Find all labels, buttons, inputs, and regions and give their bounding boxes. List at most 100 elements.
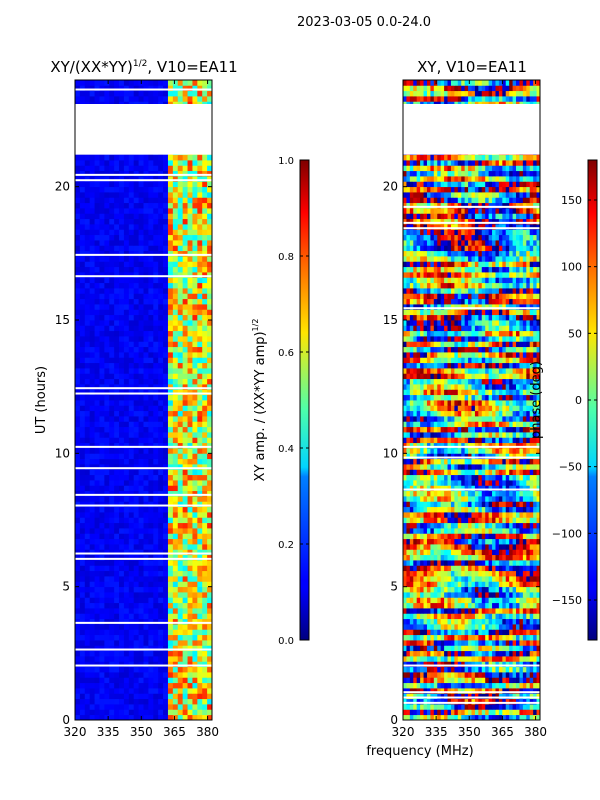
heatmap-cell [498,528,503,534]
heatmap-cell [197,602,203,609]
heatmap-cell [133,512,139,518]
heatmap-cell [187,218,193,225]
heatmap-cell [167,373,174,380]
heatmap-cell [148,474,154,481]
heatmap-cell [99,218,105,225]
heatmap-cell [202,181,208,188]
heatmap-cell [403,554,407,561]
heatmap-cell [167,362,174,369]
heatmap-cell [128,325,135,332]
heatmap-cell [104,693,110,700]
heatmap-cell [79,320,86,326]
heatmap-cell [84,704,91,710]
heatmap-cell [177,298,184,305]
heatmap-cell [133,272,139,278]
heatmap-cell [481,533,486,540]
heatmap-cell [426,672,431,678]
heatmap-cell [148,576,154,582]
heatmap-cell [104,597,110,604]
heatmap-cell [128,256,135,262]
heatmap-cell [167,698,174,705]
heatmap-cell [99,432,105,438]
heatmap-cell [413,688,418,694]
heatmap-cell [187,698,193,705]
heatmap-cell [519,522,524,529]
heatmap-cell [104,341,110,348]
heatmap-cell [437,714,442,720]
heatmap-cell [468,592,472,598]
heatmap-cell [158,330,164,337]
heatmap-cell [202,656,208,662]
heatmap-cell [104,234,110,241]
heatmap-cell [172,261,179,268]
heatmap-cell [461,528,466,534]
heatmap-cell [75,560,81,566]
heatmap-cell [84,581,91,588]
heatmap-cell [492,645,496,652]
heatmap-cell [104,192,110,198]
heatmap-cell [440,618,445,625]
heatmap-cell [143,320,149,326]
heatmap-cell [426,634,431,641]
heatmap-cell [128,213,135,220]
heatmap-cell [409,714,414,720]
heatmap-cell [187,688,193,694]
heatmap-cell [495,608,500,614]
heatmap-cell [163,154,169,161]
heatmap-cell [123,517,130,524]
heatmap-cell [84,250,91,257]
heatmap-cell [192,597,198,604]
heatmap-cell [197,186,203,193]
heatmap-cell [133,389,139,396]
heatmap-cell [444,576,448,582]
heatmap-cell [488,538,493,545]
heatmap-cell [138,170,144,177]
heatmap-cell [75,181,81,188]
heatmap-cell [533,656,537,662]
heatmap-cell [94,538,100,545]
heatmap-cell [128,293,135,300]
heatmap-cell [522,618,527,625]
heatmap-cell [522,613,527,620]
heatmap-cell [172,240,179,246]
heatmap-cell [409,613,414,620]
heatmap-cell [119,213,125,220]
heatmap-cell [474,645,479,652]
heatmap-cell [495,698,500,705]
heatmap-cell [172,688,179,694]
heatmap-cell [114,693,120,700]
heatmap-cell [492,666,496,673]
heatmap-cell [437,560,442,566]
heatmap-cell [79,709,86,716]
heatmap-cell [192,608,198,614]
heatmap-cell [123,330,130,337]
heatmap-cell [423,634,428,641]
heatmap-cell [133,688,139,694]
heatmap-cell [516,698,520,705]
heatmap-cell [75,85,81,92]
heatmap-cell [522,522,527,529]
heatmap-cell [104,261,110,268]
heatmap-cell [468,586,472,593]
heatmap-cell [187,480,193,486]
heatmap-cell [75,522,81,529]
heatmap-cell [148,85,154,92]
heatmap-cell [133,581,139,588]
heatmap-cell [138,672,144,678]
heatmap-cell [207,581,212,588]
heatmap-cell [182,688,188,694]
heatmap-cell [94,245,100,252]
heatmap-cell [138,357,144,364]
heatmap-cell [172,672,179,678]
heatmap-cell [207,592,212,598]
heatmap-cell [182,442,188,449]
heatmap-cell [488,709,493,716]
heatmap-cell [99,298,105,305]
heatmap-cell [133,96,139,102]
heatmap-cell [89,624,95,630]
heatmap-cell [75,437,81,444]
heatmap-cell [109,176,115,182]
heatmap-cell [519,544,524,550]
heatmap-cell [99,698,105,705]
heatmap-cell [104,240,110,246]
